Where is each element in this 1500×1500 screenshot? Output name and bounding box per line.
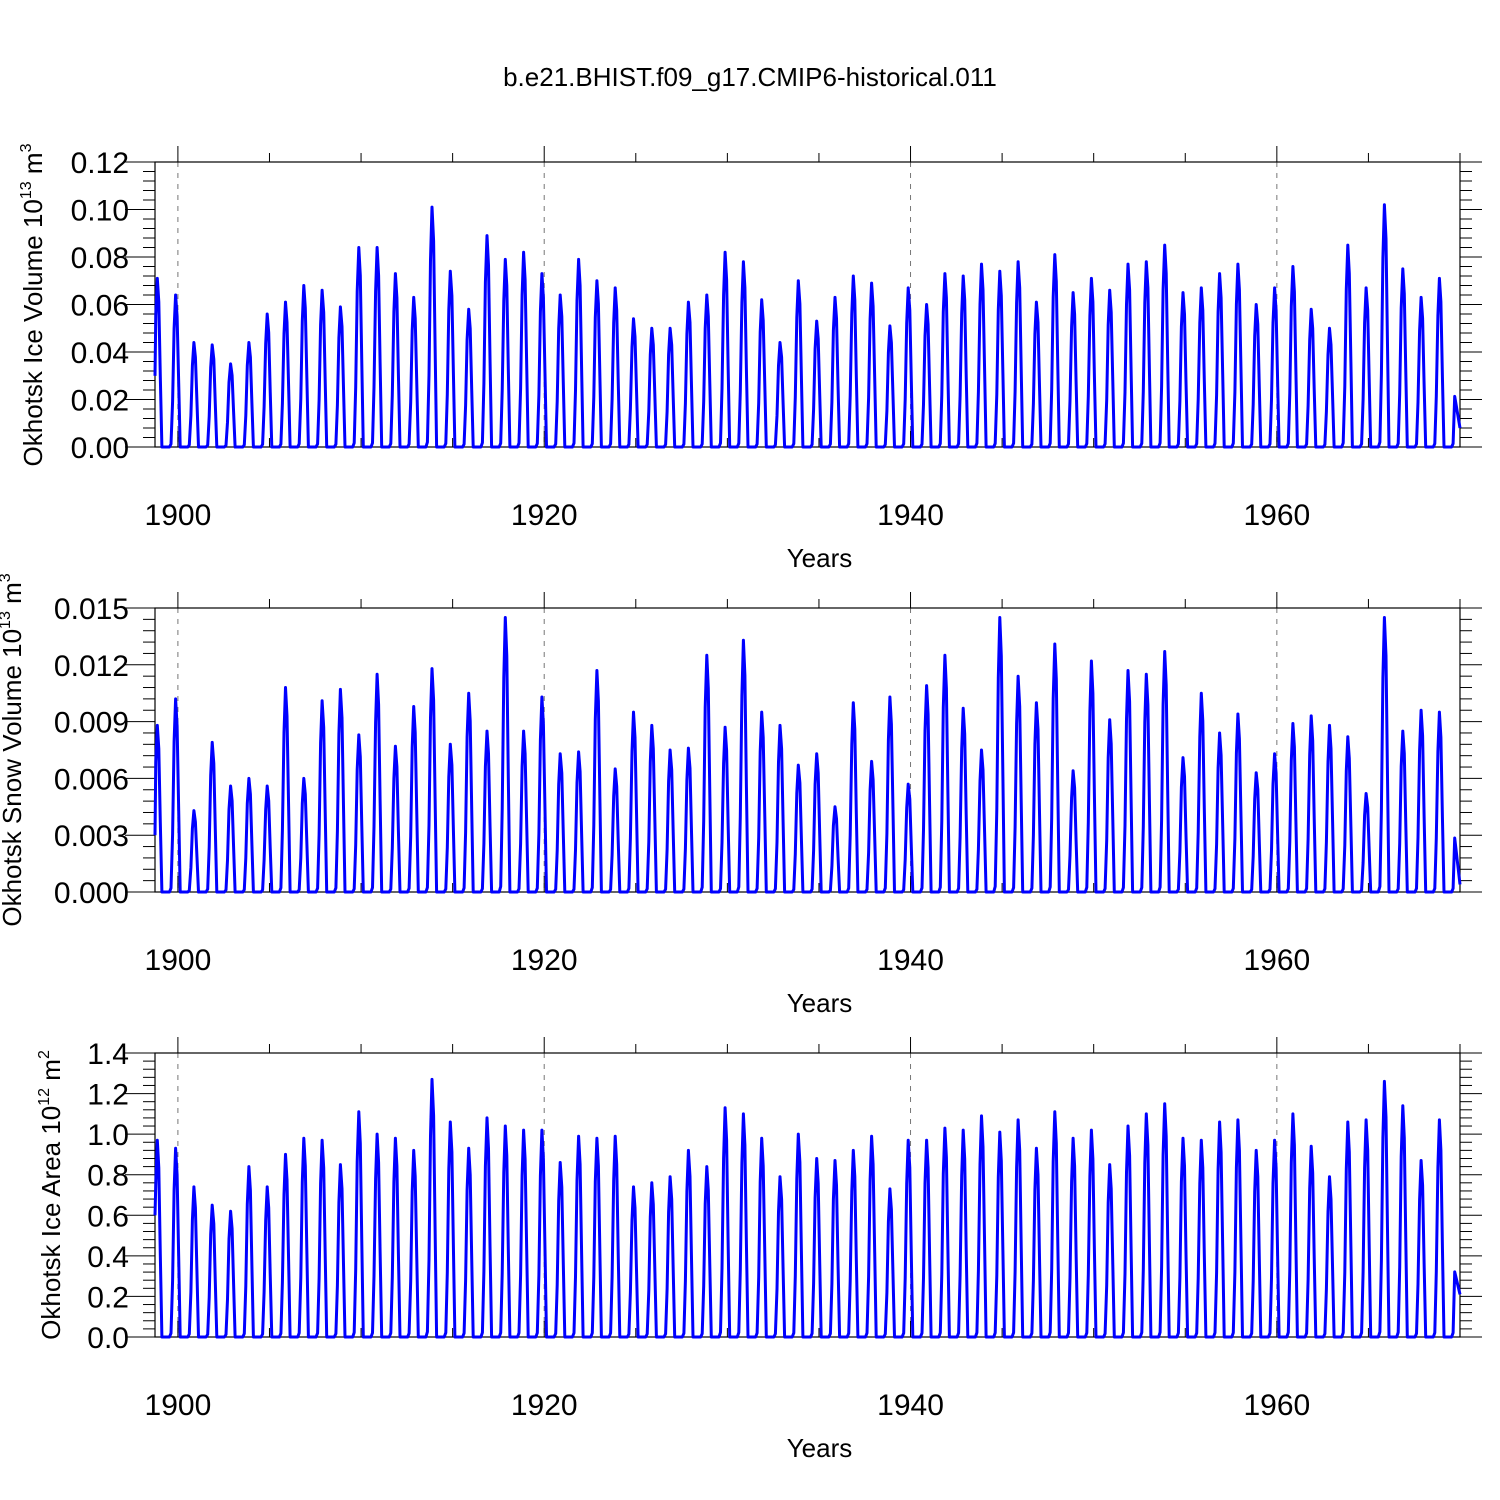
ice-area-plot-frame	[154, 1052, 1461, 1338]
y-label-exponent: 12	[36, 1088, 53, 1106]
y-label-exponent: 13	[0, 611, 14, 629]
x-tick-label-1960: 1960	[1243, 499, 1310, 532]
y-tick-label: 0.4	[87, 1241, 129, 1274]
x-tick-label-1900: 1900	[145, 1389, 212, 1422]
ice-area-y-axis-label: Okhotsk Ice Area 1012 m2	[36, 1050, 66, 1340]
y-tick-label: 0.009	[54, 707, 129, 740]
ice-area-panel: 0.0 0.2 0.4 0.6 0.8 1.0 1.2 1.4 1900 1920 1940 1960…	[36, 1037, 1482, 1463]
y-tick-label: 0.08	[71, 242, 129, 275]
x-tick-label-1920: 1920	[511, 499, 578, 532]
y-tick-label: 0.12	[71, 147, 129, 180]
snow-volume-y-axis-label: Okhotsk Snow Volume 1013 m3	[0, 573, 27, 926]
y-label-unit-exponent: 3	[0, 573, 14, 582]
y-tick-label: 0.003	[54, 820, 129, 853]
y-tick-label: 0.06	[71, 290, 129, 323]
y-label-main: Okhotsk Ice Area 10	[36, 1106, 66, 1340]
x-tick-label-1940: 1940	[877, 944, 944, 977]
x-tick-label-1900: 1900	[145, 944, 212, 977]
y-label-unit: m	[18, 152, 48, 181]
ice-area-series-line	[153, 1077, 1462, 1339]
y-tick-label: 0.015	[54, 593, 129, 626]
x-tick-label-1920: 1920	[511, 1389, 578, 1422]
x-tick-label-1900: 1900	[145, 499, 212, 532]
y-tick-label: 0.2	[87, 1281, 129, 1314]
y-tick-label: 0.10	[71, 195, 129, 228]
y-label-main: Okhotsk Snow Volume 10	[0, 629, 27, 927]
y-tick-label: 0.8	[87, 1160, 129, 1193]
y-label-unit-exponent: 3	[18, 143, 35, 152]
snow-volume-series-line	[153, 616, 1462, 894]
ice-area-x-axis-label: Years	[787, 1433, 853, 1463]
snow-volume-panel: 0.000 0.003 0.006 0.009 0.012 0.015 1900 1920 19…	[0, 573, 1482, 1018]
ice-volume-panel: 0.00 0.02 0.04 0.06 0.08 0.10 0.12 1900 1920 1940…	[18, 143, 1482, 573]
y-tick-label: 1.0	[87, 1119, 129, 1152]
y-label-exponent: 13	[18, 181, 35, 199]
ice-volume-series-line	[153, 203, 1462, 449]
ice-volume-x-axis-label: Years	[787, 543, 853, 573]
x-tick-label-1960: 1960	[1243, 944, 1310, 977]
y-tick-label: 0.012	[54, 650, 129, 683]
snow-volume-plot-frame	[154, 607, 1461, 893]
ice-volume-plot-frame	[154, 161, 1461, 448]
snow-volume-x-axis-label: Years	[787, 988, 853, 1018]
y-tick-label: 0.02	[71, 385, 129, 418]
y-tick-label: 1.4	[87, 1038, 129, 1071]
y-label-unit: m	[36, 1059, 66, 1088]
y-label-unit-exponent: 2	[36, 1050, 53, 1059]
y-tick-label: 0.006	[54, 763, 129, 796]
y-tick-label: 0.6	[87, 1200, 129, 1233]
y-tick-label: 0.0	[87, 1322, 129, 1355]
x-tick-label-1920: 1920	[511, 944, 578, 977]
ice-volume-y-axis-label: Okhotsk Ice Volume 1013 m3	[18, 143, 48, 466]
y-label-unit: m	[0, 582, 27, 611]
x-tick-label-1940: 1940	[877, 1389, 944, 1422]
y-tick-label: 1.2	[87, 1079, 129, 1112]
x-tick-label-1960: 1960	[1243, 1389, 1310, 1422]
figure-title: b.e21.BHIST.f09_g17.CMIP6-historical.011	[503, 62, 997, 92]
y-tick-label: 0.000	[54, 877, 129, 910]
y-tick-label: 0.00	[71, 432, 129, 465]
x-tick-label-1940: 1940	[877, 499, 944, 532]
y-tick-label: 0.04	[71, 337, 129, 370]
y-label-main: Okhotsk Ice Volume 10	[18, 199, 48, 466]
